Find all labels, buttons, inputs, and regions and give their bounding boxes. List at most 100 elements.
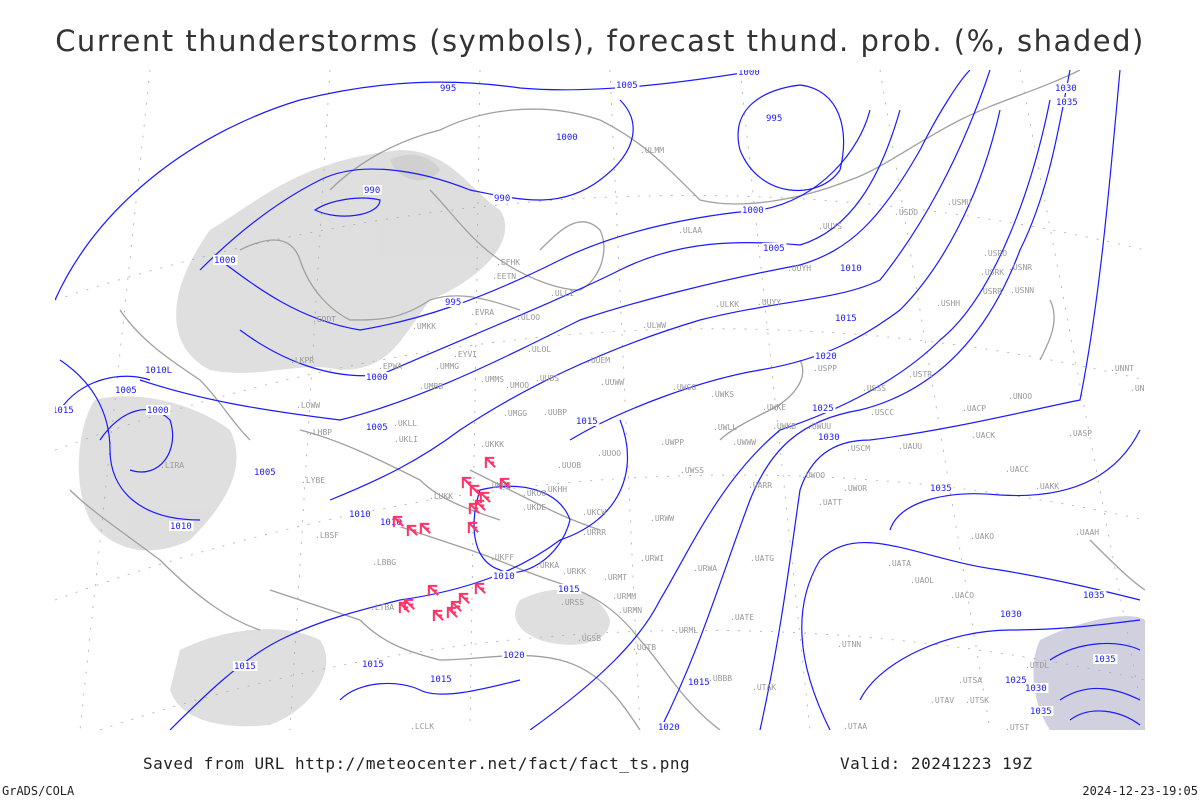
valid-time: Valid: 20241223 19Z [840,754,1033,773]
station-label: .USCC [870,408,894,417]
station-label: .UTAV [930,696,954,705]
station-label: .ULOL [527,345,551,354]
station-label: .URML [674,626,698,635]
station-label: .UWKB [772,422,796,431]
isobar-label: 1035 [1083,591,1105,601]
station-label: .UAKO [970,532,994,541]
isobar-label: 1000 [556,133,578,143]
station-label: .LCLK [410,722,434,731]
station-label: .ULMM [640,146,664,155]
thunderstorm-icon [469,484,482,497]
station-label: .UWWW [732,438,756,447]
station-label: .UKHH [543,485,567,494]
isobar-label: 1020 [658,723,680,733]
station-label: .EETN [492,272,516,281]
station-label: .LKPR [290,356,314,365]
isobar-label: 990 [364,186,380,196]
isobar-label: 1035 [1094,655,1116,665]
isobar-label: 1010 [380,518,402,528]
station-label: .LUKK [429,492,453,501]
thunderstorm-icon [458,592,471,605]
station-label: .URMT [603,573,627,582]
station-label: .UUYH [787,264,811,273]
station-label: .UAAH [1075,528,1099,537]
station-label: .URWI [640,554,664,563]
isobar-label: 1005 [254,468,276,478]
station-label: .UUBS [535,374,559,383]
station-label: .UNNT [1110,364,1134,373]
station-label: .USNN [1010,286,1034,295]
station-label: .UKDE [522,503,546,512]
station-label: .URSS [560,598,584,607]
station-label: .URMM [612,592,636,601]
graticule [55,70,1145,730]
station-label: .USHH [936,299,960,308]
isobar-label: 1000 [366,373,388,383]
software-credit: GrADS/COLA [2,784,75,798]
station-label: .ULAA [678,226,702,235]
isobar-label: 1015 [576,417,598,427]
isobar-label: 1020 [503,651,525,661]
station-label: .UAUU [898,442,922,451]
station-label: .UMKK [412,322,436,331]
station-label: .UWGG [672,383,696,392]
isobar-label: 1010 [840,264,862,274]
station-label: .USPP [813,364,837,373]
isobar-label: 1005 [366,423,388,433]
station-label: .UTSK [965,696,989,705]
isobar-labels: 995 1005 1000 995 1000 990 990 1000 1005 1010 995 1… [55,70,1118,733]
isobar-label: 1015 [234,662,256,672]
isobar-label: 990 [494,194,510,204]
isobar-label: 1000 [742,206,764,216]
station-label: .EFHK [496,258,520,267]
isobar-label: 1005 [115,386,137,396]
station-label: .UUYS [818,222,842,231]
isobar-label: 1030 [818,433,840,443]
isobars [55,70,1141,730]
station-label: .UWKE [762,403,786,412]
map-title: Current thunderstorms (symbols), forecas… [55,24,1145,58]
station-label: .UAOL [910,576,934,585]
station-label: .UUOB [557,461,581,470]
station-label: .LHBP [308,428,332,437]
station-label: .UKKK [480,440,504,449]
station-label: .ULLI [550,289,574,298]
station-label: .UTAA [843,722,867,731]
station-label: .USNR [1008,263,1032,272]
station-label: .UTST [1005,723,1029,732]
station-label: .UBBB [708,674,732,683]
isobar-label: 1030 [1025,684,1047,694]
station-label: .UAKK [1035,482,1059,491]
station-label: .UWKS [710,390,734,399]
isobar-label: 995 [440,84,456,94]
station-label: .UTDL [1025,661,1049,670]
station-label: .UNOO [1008,392,1032,401]
station-label: .LOWW [296,401,320,410]
station-labels: .ULMM .ULLI .ULAA .UUYS .USDD .USMU .UUYH .ULKK… [160,146,1145,732]
station-label: .UATG [750,554,774,563]
station-label: .UWUU [807,422,831,431]
isobar-label: 1000 [147,406,169,416]
station-label: .USRR [978,287,1002,296]
isobar-label: 1025 [1005,676,1027,686]
station-label: .UWSS [680,466,704,475]
isobar-label: 1000 [214,256,236,266]
station-label: .ULWW [642,321,666,330]
station-label: .ULOO [516,313,540,322]
station-label: .ULKK [715,300,739,309]
isobar-label: 1010 [493,572,515,582]
isobar-label: 995 [766,114,782,124]
station-label: .URKK [562,567,586,576]
station-label: .UTSA [958,676,982,685]
station-label: .UTNN [837,640,861,649]
isobar-label: 1015 [430,675,452,685]
station-label: .UMMG [435,362,459,371]
station-label: .LIRA [160,461,184,470]
station-label: .LBSF [315,531,339,540]
station-label: .UUWW [600,378,624,387]
station-label: .UKFF [490,553,514,562]
station-label: .LBBG [372,558,396,567]
station-label: .USSS [862,384,886,393]
coastlines [69,70,1145,730]
